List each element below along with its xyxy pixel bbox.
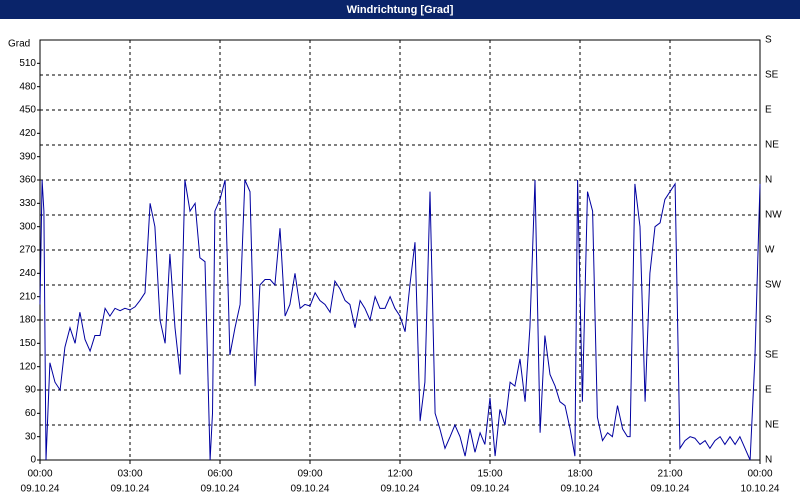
y2-tick-label: SE (765, 350, 779, 361)
x-tick-date: 09.10.24 (381, 484, 420, 495)
y2-tick-label: NW (765, 210, 782, 221)
y2-tick-label: SE (765, 70, 779, 81)
x-tick-date: 09.10.24 (291, 484, 330, 495)
y2-tick-label: NE (765, 420, 779, 431)
y-tick-label: 420 (19, 128, 36, 139)
x-tick-label: 00:00 (747, 469, 772, 480)
plot-border (39, 39, 761, 461)
y-tick-label: 360 (19, 175, 36, 186)
x-tick-label: 00:00 (27, 469, 52, 480)
y-tick-label: 30 (25, 431, 37, 442)
y2-tick-label: SW (765, 280, 782, 291)
y-tick-label: 150 (19, 338, 36, 349)
data-line (39, 179, 761, 461)
y-tick-label: 180 (19, 315, 36, 326)
title-bar (0, 0, 800, 19)
y-tick-label: 210 (19, 291, 36, 302)
y2-tick-label: W (765, 245, 775, 256)
y-tick-label: 450 (19, 105, 36, 116)
x-tick-date: 09.10.24 (21, 484, 60, 495)
x-tick-label: 15:00 (477, 469, 502, 480)
y2-tick-label: S (765, 315, 772, 326)
y-tick-label: 60 (25, 408, 37, 419)
y2-tick-label: E (765, 105, 772, 116)
x-tick-date: 09.10.24 (651, 484, 690, 495)
x-tick-date: 09.10.24 (111, 484, 150, 495)
y-tick-label: 300 (19, 221, 36, 232)
y-tick-label: 330 (19, 198, 36, 209)
x-tick-label: 09:00 (297, 469, 322, 480)
x-tick-label: 21:00 (657, 469, 682, 480)
y-tick-label: 270 (19, 245, 36, 256)
y2-tick-label: N (765, 175, 772, 186)
x-tick-date: 09.10.24 (561, 484, 600, 495)
x-tick-label: 12:00 (387, 469, 412, 480)
y2-tick-label: N (765, 455, 772, 466)
x-tick-date: 09.10.24 (201, 484, 240, 495)
y-axis-label: Grad (8, 39, 30, 50)
y-tick-label: 240 (19, 268, 36, 279)
y-tick-label: 120 (19, 361, 36, 372)
y2-tick-label: E (765, 385, 772, 396)
x-tick-date: 09.10.24 (471, 484, 510, 495)
y-tick-label: 90 (25, 385, 37, 396)
x-tick-label: 18:00 (567, 469, 592, 480)
x-tick-date: 10.10.24 (741, 484, 780, 495)
y-tick-label: 390 (19, 151, 36, 162)
chart-title: Windrichtung [Grad] (347, 4, 454, 16)
x-tick-label: 06:00 (207, 469, 232, 480)
y2-tick-label: NE (765, 140, 779, 151)
y2-tick-label: S (765, 35, 772, 46)
y-tick-label: 0 (30, 455, 36, 466)
x-tick-label: 03:00 (117, 469, 142, 480)
y-tick-label: 480 (19, 81, 36, 92)
y-tick-label: 510 (19, 58, 36, 69)
